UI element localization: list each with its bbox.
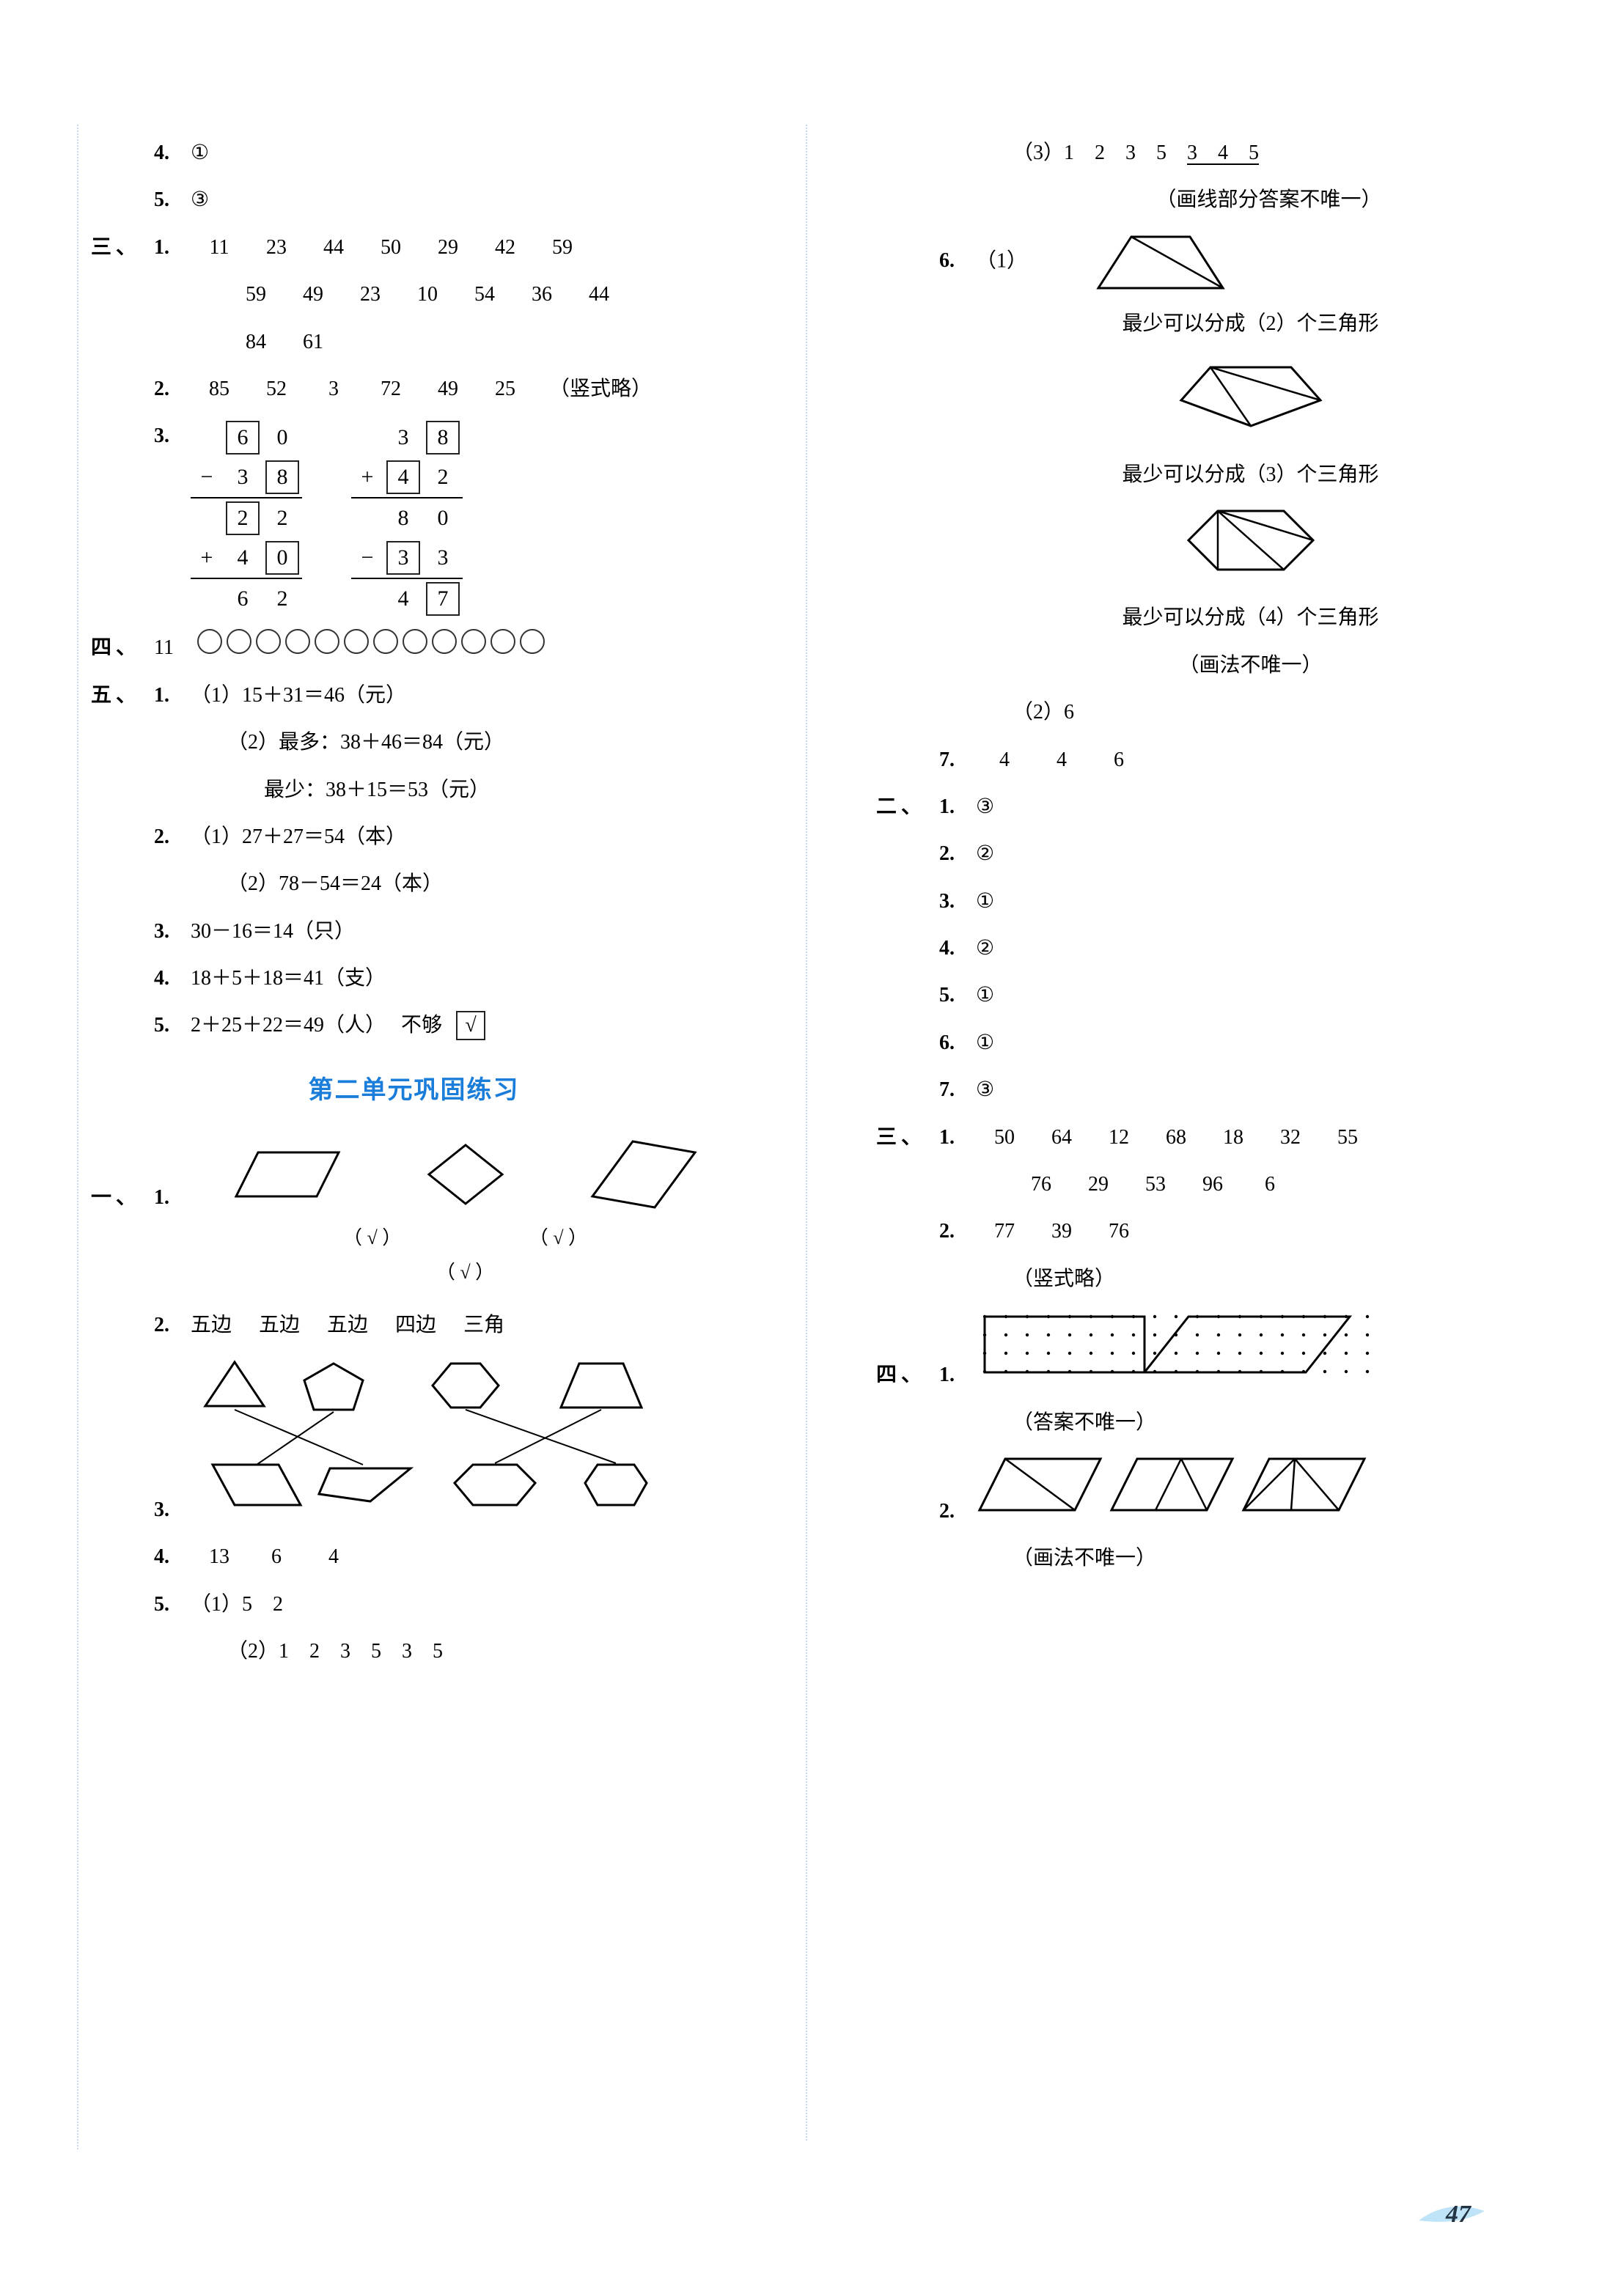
q6-t3: 最少可以分成（4）个三角形 <box>976 600 1525 636</box>
er-item-3: ① <box>976 883 1525 920</box>
er-item-6: ① <box>976 1025 1525 1061</box>
wu-q5-check: √ <box>456 1011 485 1040</box>
diamond-icon <box>425 1141 506 1207</box>
yi-q2: 五边 五边 五边 四边 三角 <box>191 1307 740 1344</box>
rhombus-icon <box>589 1138 699 1211</box>
er-item-2: ② <box>976 836 1525 872</box>
yi-q4: 1364 <box>191 1539 740 1575</box>
vertical-calc: 60−3822+4062 38+4280−3347 <box>191 418 740 619</box>
san-q1-row3: 8461 <box>227 324 740 361</box>
wu-q5-label: 不够 <box>401 1014 442 1037</box>
section-wu: 五、 <box>88 677 154 714</box>
wu-q1c: 最少：38＋15＝53（元） <box>264 772 740 809</box>
answer-4: ① <box>191 141 209 164</box>
si-q2-shapes <box>976 1451 1525 1530</box>
right-column: （3）1 2 3 5 3 4 5 （画线部分答案不唯一） 6. （1） 最少可以… <box>873 125 1525 2141</box>
section-er: 二、 <box>873 789 939 825</box>
wu-q3: 30－16＝14（只） <box>191 913 740 950</box>
wu-q4: 18＋5＋18＝41（支） <box>191 960 740 997</box>
san-q1-row2: 59492310543644 <box>227 276 740 313</box>
q6-note: （画法不唯一） <box>976 647 1525 684</box>
q7: 446 <box>976 742 1525 779</box>
q5c-underline: 3 4 5 <box>1187 141 1259 164</box>
yi-q5b: （2）1 2 3 5 3 5 <box>227 1633 740 1670</box>
q6-t2: 最少可以分成（3）个三角形 <box>976 457 1525 493</box>
wu-q5-eq: 2＋25＋22＝49（人） <box>191 1014 375 1037</box>
q5c-prefix: （3）1 2 3 5 <box>1013 141 1187 164</box>
er-item-1: ③ <box>976 789 1525 825</box>
yi-q1-shapes: （ √ ） （ √ ） （ √ ） <box>191 1125 740 1298</box>
left-column: 4.① 5.③ 三、 1. 11234450294259 59492310543… <box>88 125 740 2141</box>
section-si-r: 四、 <box>873 1357 939 1394</box>
er-item-7: ③ <box>976 1072 1525 1108</box>
column-divider <box>806 125 807 2141</box>
er-item-5: ① <box>976 977 1525 1014</box>
wu-q1a: （1）15＋31＝46（元） <box>191 677 740 714</box>
san-r-q1-row1: 50641268183255 <box>976 1119 1525 1156</box>
section-si: 四、 <box>88 630 154 666</box>
san-r-q2-note: （竖式略） <box>1013 1261 1525 1298</box>
si-q2-note: （画法不唯一） <box>1013 1540 1525 1577</box>
page-number: 47 <box>1415 2195 1488 2230</box>
si-q1-dotgrid <box>976 1308 1525 1394</box>
wu-q1b: （2）最多：38＋46＝84（元） <box>227 724 740 761</box>
san-q2: 85523724925 （竖式略） <box>191 371 740 408</box>
section-yi: 一、 <box>88 1180 154 1216</box>
san-q1-row1: 11234450294259 <box>191 229 740 266</box>
section-san-r: 三、 <box>873 1119 939 1156</box>
yi-q5a: （1）5 2 <box>191 1586 740 1623</box>
q6-part2: （2）6 <box>1013 694 1525 731</box>
unit-title: 第二单元巩固练习 <box>88 1055 740 1114</box>
answer-5: ③ <box>191 188 209 211</box>
er-item-4: ② <box>976 930 1525 967</box>
wu-q2a: （1）27＋27＝54（本） <box>191 819 740 856</box>
q6-t1: 最少可以分成（2）个三角形 <box>976 306 1525 342</box>
wu-q2b: （2）78－54＝24（本） <box>227 866 740 902</box>
san-r-q2: 773976 <box>976 1213 1525 1250</box>
q6-label: （1） <box>976 249 1027 272</box>
section-san: 三、 <box>88 229 154 266</box>
yi-q3-matching <box>191 1355 740 1528</box>
trapezoid-icon <box>1091 229 1230 295</box>
q5-note: （画线部分答案不唯一） <box>1013 182 1525 218</box>
san-r-q1-row2: 762953966 <box>1013 1166 1525 1203</box>
hexagon-shape-icon <box>1181 504 1320 577</box>
si-q1-note: （答案不唯一） <box>1013 1405 1525 1441</box>
pentagon-shape-icon <box>1177 353 1324 433</box>
parallelogram-icon <box>232 1145 342 1204</box>
